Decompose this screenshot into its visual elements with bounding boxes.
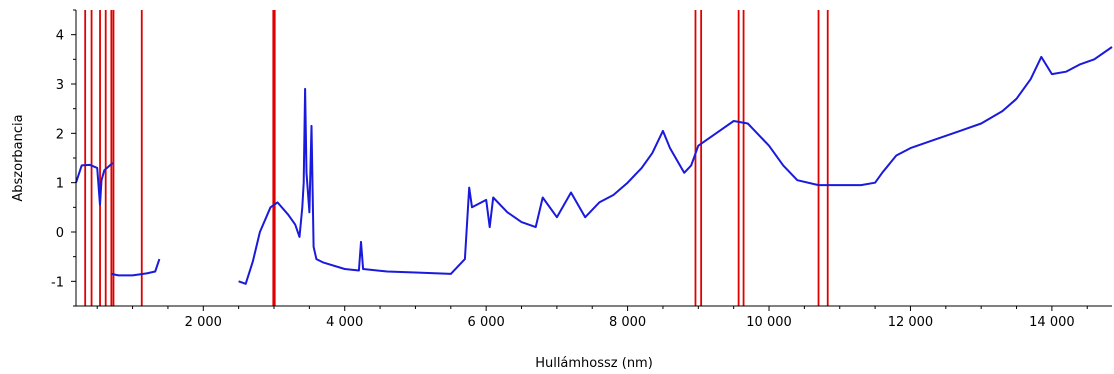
x-tick-label: 2 000 [185,315,222,330]
x-tick-label: 10 000 [746,315,792,330]
y-axis-title: Abszorbancia [11,114,26,201]
spectrum-line [238,46,1113,285]
y-tick-label: 3 [56,78,64,93]
marker-lines [84,10,829,306]
y-tick-label: 0 [56,226,64,241]
x-tick-label: 6 000 [468,315,505,330]
y-tick-label: -1 [51,275,64,290]
x-axis-title: Hullámhossz (nm) [535,356,653,371]
spectrum-line [75,162,114,206]
axes [75,10,1112,307]
spectrum-line [111,258,161,277]
spectra-series [75,46,1113,285]
y-tick-label: 2 [56,127,64,142]
y-tick-label: 1 [56,177,64,192]
x-tick-label: 4 000 [326,315,363,330]
x-tick-label: 14 000 [1029,315,1075,330]
y-tick-label: 4 [56,29,64,44]
ticks: 2 000 4 000 6 000 8 000 10 000 12 000 14 000 -1… [51,9,1088,330]
x-tick-label: 12 000 [888,315,934,330]
x-tick-label: 8 000 [609,315,646,330]
